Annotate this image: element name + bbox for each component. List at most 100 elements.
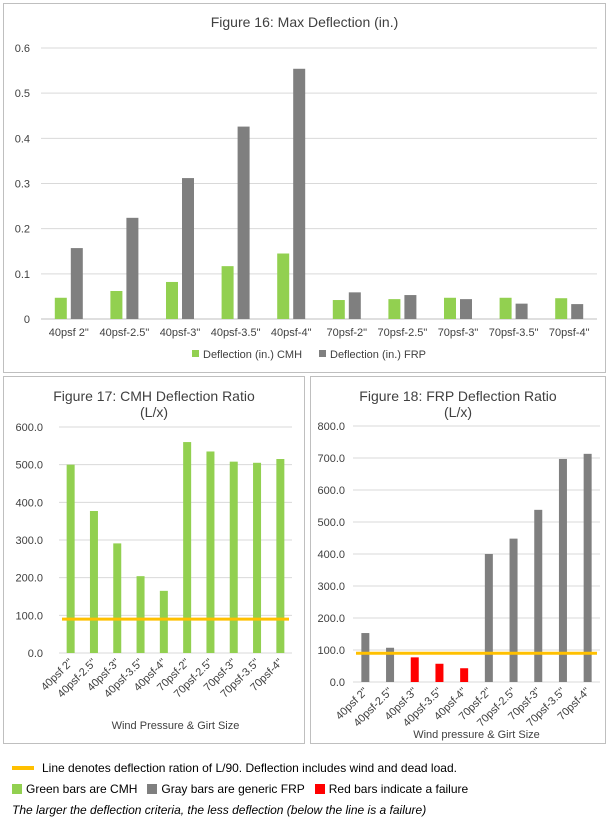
- bar: [515, 303, 528, 319]
- figure-18-panel: Figure 18: FRP Deflection Ratio (L/x) 0.…: [310, 376, 606, 744]
- y-tick-label: 500.0: [15, 460, 43, 472]
- y-tick-label: 300.0: [15, 535, 43, 547]
- x-tick-label: 70psf-2.5": [378, 327, 428, 339]
- legend-item-frp: Gray bars are generic FRP: [161, 782, 305, 796]
- bar: [110, 290, 123, 319]
- y-tick-label: 0.4: [15, 133, 30, 145]
- bar: [221, 266, 234, 319]
- y-tick-label: 0.3: [15, 179, 30, 191]
- x-tick-label: 70psf-3.5": [489, 327, 539, 339]
- bar: [276, 459, 285, 653]
- bar: [253, 462, 262, 653]
- bar: [229, 461, 238, 653]
- y-tick-label: 0.6: [15, 43, 30, 55]
- bar: [499, 297, 512, 319]
- bar: [136, 576, 145, 653]
- chart-title: Figure 16: Max Deflection (in.): [210, 14, 399, 30]
- y-tick-label: 200.0: [317, 613, 345, 625]
- y-tick-label: 200.0: [15, 573, 43, 585]
- bar: [332, 300, 345, 319]
- x-tick-label: 40psf-3": [160, 327, 201, 339]
- bar: [183, 442, 192, 653]
- bar: [444, 297, 456, 319]
- chart-title: Figure 17: CMH Deflection Ratio: [53, 388, 255, 404]
- legend-swatch: [192, 350, 199, 357]
- bar: [558, 458, 567, 682]
- chart-subtitle: (L/x): [140, 404, 168, 420]
- legend-item-failure: Red bars indicate a failure: [328, 782, 469, 796]
- y-tick-label: 0.1: [15, 269, 30, 281]
- red-swatch: [314, 784, 325, 794]
- y-tick-label: 400.0: [317, 549, 345, 561]
- y-tick-label: 600.0: [317, 485, 345, 497]
- threshold-line-swatch: [12, 766, 34, 770]
- threshold-line-legend-text: Line denotes deflection ration of L/90. …: [42, 761, 457, 775]
- chart-subtitle: (L/x): [444, 404, 472, 420]
- y-tick-label: 0: [24, 314, 30, 326]
- threshold-line-legend: Line denotes deflection ration of L/90. …: [12, 761, 457, 775]
- y-tick-label: 600.0: [15, 422, 43, 434]
- x-tick-label: 70psf-3": [438, 327, 479, 339]
- x-tick-label: 40psf-4": [271, 327, 312, 339]
- bar: [583, 453, 592, 682]
- x-tick-label: 40psf 2": [49, 327, 89, 339]
- x-tick-label: 40psf-2.5": [100, 327, 150, 339]
- bar: [484, 554, 493, 682]
- y-tick-label: 500.0: [317, 517, 345, 529]
- gray-swatch: [147, 784, 158, 794]
- x-axis-label: Wind Pressure & Girt Size: [112, 720, 240, 732]
- bar: [348, 292, 361, 319]
- bar: [388, 299, 401, 319]
- bar: [386, 647, 395, 682]
- bar: [54, 297, 67, 319]
- legend-label: Deflection (in.) CMH: [203, 349, 302, 361]
- bar: [66, 464, 75, 653]
- x-tick-label: 70psf-4": [549, 327, 590, 339]
- bar: [237, 126, 250, 319]
- x-tick-label: 40psf-3.5": [211, 327, 261, 339]
- figure-18-chart: 0.0 100.0 200.0 300.0 400.0 500.0 600.0 700.0 80…: [317, 421, 600, 741]
- figure-16-panel: Figure 16: Max Deflection (in.) 0 0.1 0.2 0…: [3, 3, 606, 373]
- y-tick-label: 0.5: [15, 88, 30, 100]
- legend-item-cmh: Green bars are CMH: [26, 782, 138, 796]
- bar: [182, 178, 194, 319]
- bar: [166, 281, 178, 319]
- bar: [534, 509, 543, 682]
- figure-17-panel: Figure 17: CMH Deflection Ratio (L/x) 0.…: [3, 376, 305, 744]
- bar: [293, 68, 306, 319]
- y-tick-label: 300.0: [317, 581, 345, 593]
- bar: [435, 663, 444, 682]
- legend-label: Deflection (in.) FRP: [330, 349, 426, 361]
- x-axis-label: Wind pressure & Girt Size: [413, 729, 540, 741]
- bar: [509, 538, 518, 682]
- y-tick-label: 100.0: [317, 645, 345, 657]
- bar-color-legend: Green bars are CMH Gray bars are generic…: [12, 782, 468, 796]
- bar: [404, 295, 417, 319]
- figure-16-chart: 0 0.1 0.2 0.3 0.4 0.5 0.6 40psf 2" 40psf-2.5" 40p…: [15, 43, 597, 361]
- bar: [571, 304, 584, 319]
- bar: [206, 451, 215, 653]
- bar: [460, 668, 469, 682]
- y-tick-label: 700.0: [317, 453, 345, 465]
- y-tick-label: 400.0: [15, 497, 43, 509]
- bar: [70, 248, 83, 319]
- y-tick-label: 0.0: [28, 648, 43, 660]
- y-tick-label: 0.0: [330, 677, 345, 689]
- bar: [277, 253, 290, 319]
- bar: [555, 298, 568, 319]
- bar: [89, 510, 98, 653]
- bar: [410, 657, 419, 682]
- footnote: The larger the deflection criteria, the …: [12, 803, 427, 817]
- y-tick-label: 100.0: [15, 610, 43, 622]
- green-swatch: [12, 784, 22, 794]
- y-tick-label: 0.2: [15, 224, 30, 236]
- legend-swatch: [319, 350, 326, 357]
- x-tick-label: 70psf-2": [326, 327, 367, 339]
- bar: [460, 299, 472, 319]
- bar: [361, 633, 370, 682]
- bar: [159, 590, 168, 653]
- bar: [113, 543, 122, 653]
- bar: [126, 217, 139, 319]
- chart-title: Figure 18: FRP Deflection Ratio: [359, 388, 557, 404]
